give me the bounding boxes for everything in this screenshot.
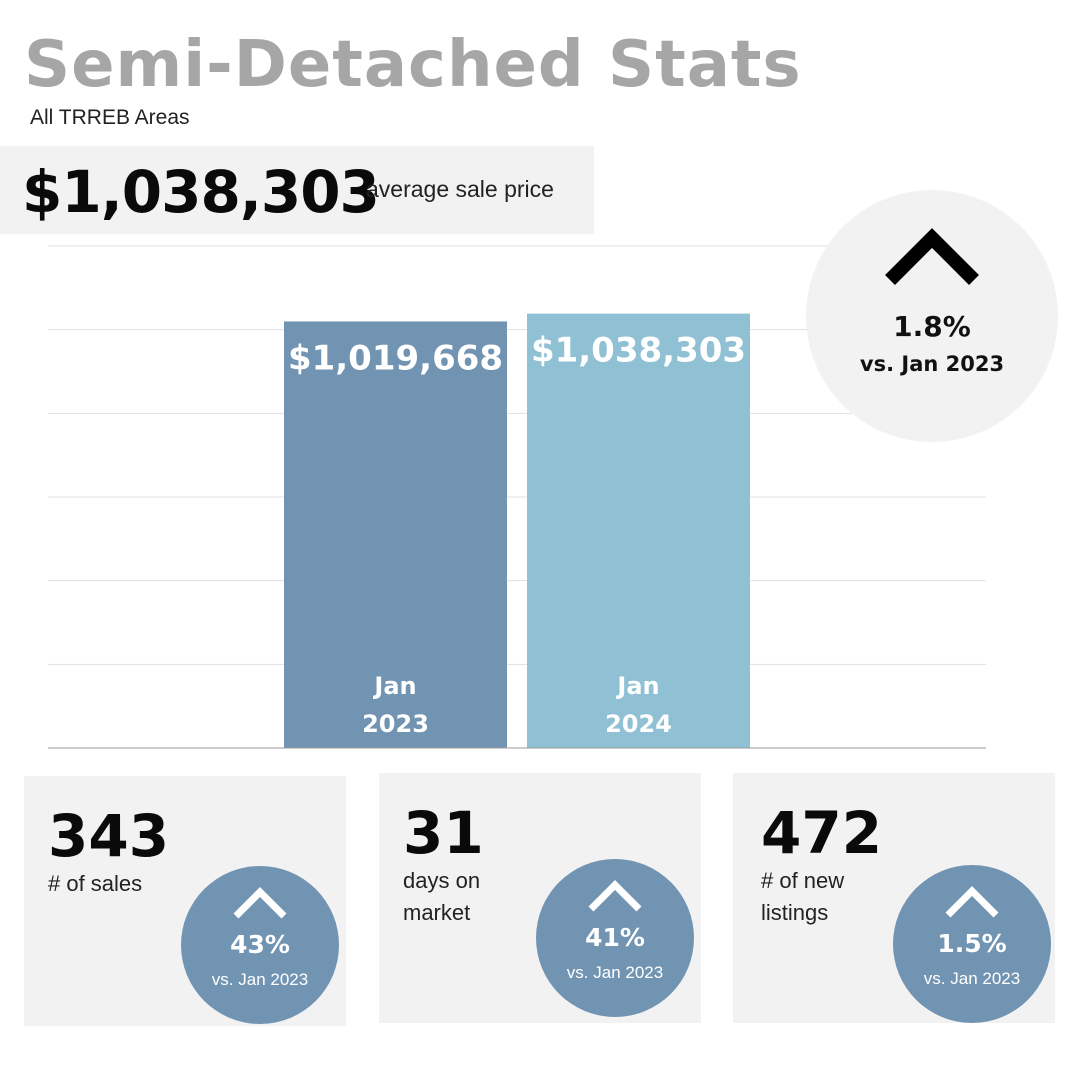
chevron-up-icon — [588, 880, 642, 912]
sales-change-badge: 43% vs. Jan 2023 — [181, 866, 339, 1024]
price-change-comparison: vs. Jan 2023 — [859, 352, 1005, 376]
stat-card-sales: 343 # of sales 43% vs. Jan 2023 — [24, 776, 346, 1026]
average-price-label: average sale price — [366, 176, 554, 202]
days-on-market-value: 31 — [403, 799, 484, 867]
days-on-market-change-badge: 41% vs. Jan 2023 — [536, 859, 694, 1017]
page-title: Semi-Detached Stats — [24, 28, 802, 102]
new-listings-change-badge: 1.5% vs. Jan 2023 — [893, 865, 1051, 1023]
sales-change-comparison: vs. Jan 2023 — [211, 970, 309, 989]
stat-card-new-listings: 472 # of new listings 1.5% vs. Jan 2023 — [733, 773, 1055, 1023]
bar-category-label: 2023 — [362, 710, 429, 738]
average-price-value: $1,038,303 — [22, 158, 380, 226]
chevron-up-icon — [885, 228, 979, 285]
bar-category-label: 2024 — [605, 710, 672, 738]
bar-category-label: Jan — [372, 672, 416, 700]
new-listings-label: # of new listings — [761, 868, 845, 925]
sales-label: # of sales — [48, 871, 143, 896]
sales-change-percent: 43% — [230, 930, 290, 959]
days-on-market-change-comparison: vs. Jan 2023 — [566, 963, 664, 982]
bar-category-label: Jan — [615, 672, 659, 700]
new-listings-change-percent: 1.5% — [937, 929, 1007, 958]
chevron-up-icon — [233, 887, 287, 919]
new-listings-change-comparison: vs. Jan 2023 — [923, 969, 1021, 988]
bar-value-label: $1,019,668 — [288, 338, 503, 378]
new-listings-count: 472 — [761, 799, 883, 867]
subtitle: All TRREB Areas — [30, 106, 190, 129]
sales-count: 343 — [48, 802, 170, 870]
average-price-panel: $1,038,303 average sale price — [0, 146, 594, 234]
chevron-up-icon — [945, 886, 999, 918]
days-on-market-change-percent: 41% — [585, 923, 645, 952]
price-change-percent: 1.8% — [893, 310, 971, 343]
days-on-market-label: days on market — [403, 868, 481, 925]
bar-jan-2024 — [527, 313, 750, 748]
bar-jan-2023 — [284, 321, 507, 748]
stat-card-days-on-market: 31 days on market 41% vs. Jan 2023 — [379, 773, 701, 1023]
bar-value-label: $1,038,303 — [531, 331, 746, 371]
price-change-badge: 1.8% vs. Jan 2023 — [806, 190, 1058, 442]
